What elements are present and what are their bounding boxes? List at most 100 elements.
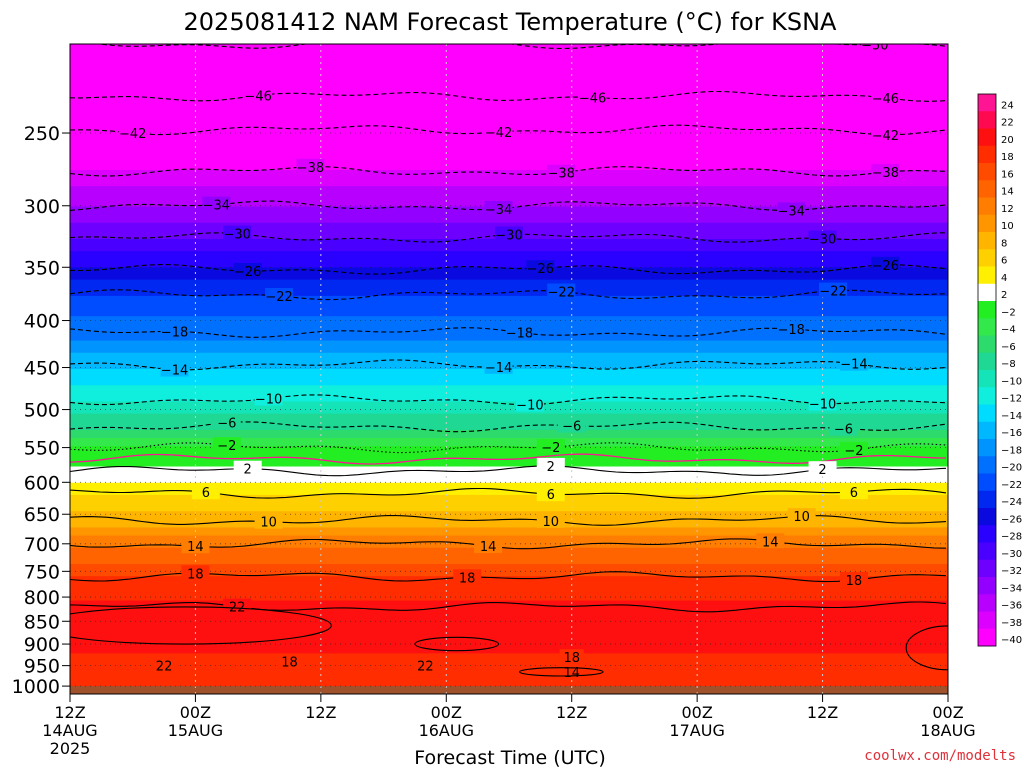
temperature-band [70, 474, 948, 480]
temperature-band [70, 312, 948, 317]
colorbar-label: −14 [1001, 411, 1022, 422]
temperature-band [70, 308, 948, 313]
contour-label-bg [536, 486, 565, 502]
y-tick-label: 850 [24, 611, 60, 633]
contour-loop [414, 636, 500, 652]
x-tick-label: 12Z [556, 703, 587, 722]
temperature-band [70, 145, 948, 151]
temperature-band [70, 299, 948, 305]
colorbar-label: −16 [1001, 428, 1022, 439]
contour-label-bg [547, 164, 576, 180]
temperature-band [70, 295, 948, 301]
colorbar-swatch [978, 456, 996, 474]
colorbar-label: 8 [1001, 238, 1007, 249]
contour-label: 2 [547, 460, 555, 475]
y-tick-label: 550 [24, 438, 60, 460]
x-tick-date: 15AUG [168, 721, 223, 740]
temperature-band [70, 564, 948, 569]
temperature-band [70, 531, 948, 537]
temperature-band [70, 80, 948, 86]
contour-label-bg [557, 417, 586, 433]
temperature-band [70, 425, 948, 431]
contour-label-bg [223, 598, 252, 614]
contour-label-bg [808, 230, 837, 246]
contour-label: 2 [818, 463, 826, 478]
chart-title: 2025081412 NAM Forecast Temperature (°C)… [184, 8, 838, 36]
contour-line [70, 571, 947, 583]
colorbar-label: 20 [1001, 135, 1014, 146]
temperature-band [70, 182, 948, 187]
colorbar-swatch [978, 594, 996, 612]
temperature-band [70, 141, 948, 147]
temperature-band [70, 523, 948, 529]
contour-label-bg [808, 461, 837, 477]
colorbar-swatch [978, 387, 996, 405]
temperature-band [70, 446, 948, 451]
x-tick-label: 00Z [180, 703, 211, 722]
temperature-band [70, 340, 948, 346]
contour-label-bg [839, 572, 868, 588]
temperature-band [70, 482, 948, 488]
contour-label-bg [578, 89, 607, 105]
colorbar-label: 2 [1001, 290, 1007, 301]
contour-line [94, 44, 947, 50]
temperature-band [70, 255, 948, 260]
temperature-band [70, 519, 948, 524]
temperature-band [70, 373, 948, 378]
contour-loop [70, 606, 332, 645]
temperature-band [70, 490, 948, 496]
colorbar-label: 10 [1001, 221, 1014, 232]
y-tick-label: 250 [24, 123, 60, 145]
contour-label: 18 [563, 651, 580, 666]
temperature-band [70, 174, 948, 179]
temperature-band [70, 604, 948, 610]
temperature-band [70, 572, 948, 577]
colorbar-swatch [978, 352, 996, 371]
temperature-band [70, 100, 948, 106]
temperature-band [70, 413, 948, 419]
contour-loop [518, 667, 604, 677]
colorbar-label: −22 [1001, 480, 1022, 491]
contour-label-bg [212, 437, 241, 453]
temperature-band [70, 681, 948, 687]
colorbar-label: −8 [1001, 359, 1016, 370]
temperature-band [70, 434, 948, 439]
contour-label: 10 [793, 510, 810, 525]
temperature-band [70, 92, 948, 98]
x-tick-date: 18AUG [920, 721, 975, 740]
temperature-band [70, 547, 948, 553]
contour-label-bg [223, 225, 252, 241]
y-tick-label: 900 [24, 634, 60, 656]
temperature-band [70, 287, 948, 293]
temperature-band [70, 88, 948, 94]
temperature-band [70, 633, 948, 638]
colorbar-swatch [978, 628, 996, 647]
contour-label: −22 [819, 285, 846, 300]
contour-label: −30 [224, 228, 251, 243]
temperature-band [70, 653, 948, 659]
temperature-band [70, 190, 948, 195]
contour-label-bg [160, 361, 189, 377]
temperature-band [70, 450, 948, 455]
y-axis: 2503003504004505005506006507007508008509… [12, 123, 70, 698]
contour-label: −18 [161, 325, 188, 340]
colorbar-swatch [978, 525, 996, 543]
contour-label: 6 [850, 486, 858, 501]
temperature-band [70, 137, 948, 143]
contour-line [70, 359, 947, 371]
contour-label: −34 [777, 204, 804, 219]
temperature-band [70, 60, 948, 65]
contour-label-bg [547, 283, 576, 299]
temperature-band [70, 316, 948, 321]
colorbar-swatch [978, 370, 996, 388]
temperature-band [70, 149, 948, 155]
colorbar-label: −12 [1001, 394, 1022, 405]
temperature-band [70, 72, 948, 78]
x-tick-label: 00Z [431, 703, 462, 722]
temperature-band [70, 535, 948, 541]
temperature-band [70, 68, 948, 74]
contour-label-bg [495, 226, 523, 242]
temperature-band [70, 645, 948, 650]
colorbar-swatch [978, 490, 996, 509]
